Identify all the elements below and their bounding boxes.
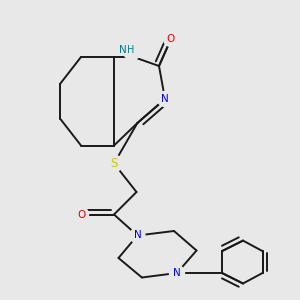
Text: O: O [77, 209, 85, 220]
Circle shape [164, 32, 178, 46]
Text: O: O [167, 34, 175, 44]
Text: H: H [127, 45, 134, 56]
Circle shape [106, 155, 122, 172]
Text: N: N [119, 45, 127, 56]
Circle shape [124, 43, 140, 60]
Text: N: N [161, 94, 169, 104]
Text: N: N [134, 230, 141, 241]
Circle shape [158, 92, 172, 106]
Text: N: N [173, 268, 181, 278]
Circle shape [74, 207, 88, 222]
Text: S: S [110, 157, 118, 170]
Circle shape [130, 228, 145, 243]
Circle shape [169, 266, 184, 280]
